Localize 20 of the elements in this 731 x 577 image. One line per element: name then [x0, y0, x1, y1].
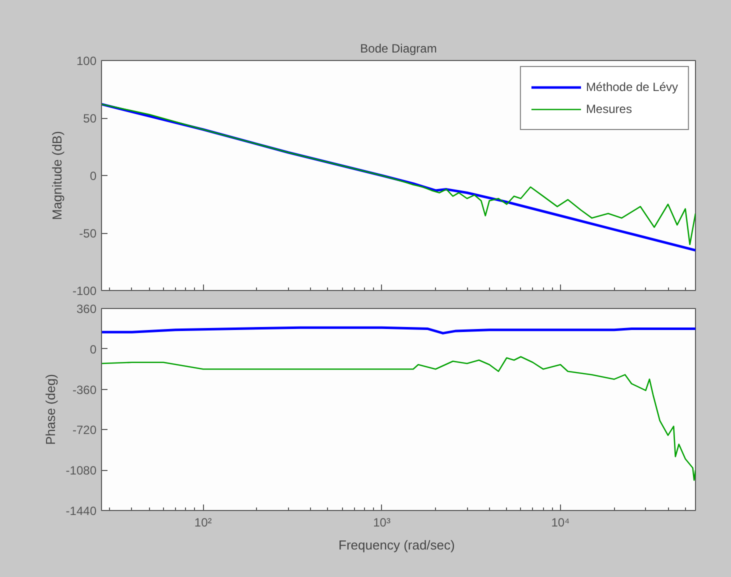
x-tick-label: 10³	[373, 516, 390, 530]
x-tick-label: 10⁴	[551, 516, 570, 530]
chart-title: Bode Diagram	[360, 42, 437, 56]
y-tick-label: -100	[72, 284, 97, 298]
y-tick-label: 50	[83, 112, 97, 126]
y-tick-label: 360	[76, 302, 97, 316]
y-tick-label: -720	[72, 423, 97, 438]
y-axis-title: Magnitude (dB)	[49, 131, 64, 220]
legend-label: Méthode de Lévy	[586, 80, 678, 94]
y-tick-label: -360	[72, 382, 97, 397]
y-tick-label: -50	[79, 226, 97, 240]
legend-label: Mesures	[586, 102, 632, 116]
y-tick-label: 0	[90, 342, 97, 356]
y-tick-label: -1440	[66, 504, 97, 518]
y-axis-title: Phase (deg)	[42, 374, 58, 445]
y-tick-label: 100	[76, 54, 97, 68]
y-tick-label: -1080	[66, 464, 97, 478]
x-axis-title: Frequency (rad/sec)	[338, 538, 455, 552]
y-tick-label: 0	[90, 169, 97, 183]
x-tick-label: 10²	[194, 516, 212, 530]
